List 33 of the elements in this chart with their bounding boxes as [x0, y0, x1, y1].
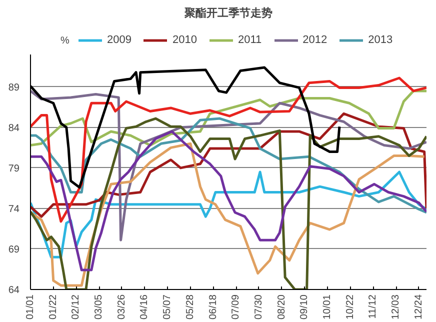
x-tick-label: 07/30	[253, 294, 264, 320]
x-tick-label: 11/12	[368, 294, 379, 319]
x-tick-label: 05/07	[162, 294, 174, 320]
legend-label: 2013	[368, 34, 393, 46]
x-tick-label: 03/26	[116, 294, 128, 320]
x-tick-label: 03/05	[94, 294, 105, 320]
x-tick-label: 09/10	[299, 294, 310, 320]
x-tick-label: 06/18	[208, 294, 219, 320]
x-tick-label: 12/24	[413, 294, 424, 320]
x-tick-label: 05/28	[184, 294, 196, 320]
y-tick-label: 64	[8, 285, 20, 296]
y-tick-label: 79	[8, 163, 20, 174]
x-tick-label: 01/22	[48, 294, 59, 320]
legend-label: 2011	[238, 34, 262, 46]
x-tick-label: 01/01	[25, 294, 36, 320]
y-tick-label: 74	[8, 204, 20, 215]
line-series	[30, 76, 426, 223]
legend-label: 2012	[302, 34, 328, 46]
line-series	[30, 130, 426, 272]
legend-label: 2010	[172, 34, 197, 46]
y-tick-label: 84	[8, 122, 20, 134]
y-tick-label: 89	[8, 82, 20, 94]
y-tick-label: 69	[8, 244, 20, 256]
x-tick-label: 10/22	[344, 294, 356, 320]
x-tick-label: 02/12	[70, 294, 82, 320]
x-tick-label: 12/03	[390, 294, 402, 320]
chart-title: 聚酯开工季节走势	[184, 6, 272, 20]
y-axis-title: %	[60, 36, 70, 46]
x-tick-label: 10/01	[322, 294, 333, 320]
x-tick-label: 07/09	[230, 294, 242, 320]
x-tick-label: 04/16	[139, 294, 150, 320]
x-tick-label: 08/20	[276, 294, 288, 320]
legend-label: 2009	[107, 34, 132, 46]
